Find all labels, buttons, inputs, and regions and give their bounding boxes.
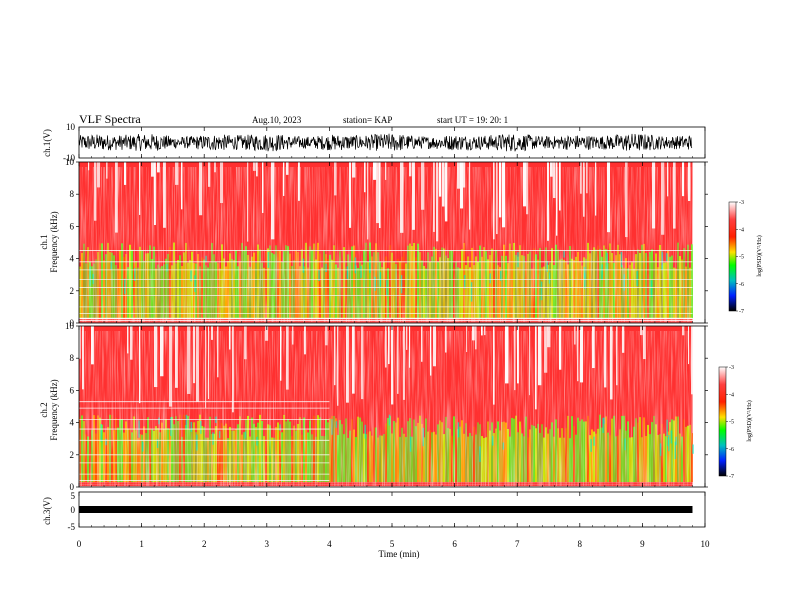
- ch1-spectrogram-panel: 0 2 4 6 8 10 ch.1 Frequency (kHz): [39, 157, 708, 328]
- colorbar-tick-label: -4: [739, 227, 744, 233]
- start-time-label: start UT = 19: 20: 1: [437, 115, 508, 125]
- ch3-waveform-trace: [79, 506, 693, 513]
- figure-title: VLF Spectra: [79, 112, 141, 126]
- x-tick-label: 8: [578, 539, 583, 549]
- ch1-colorbar: -3 -4 -5 -6 -7 log(PSD)(V²/Hz): [728, 200, 763, 315]
- x-tick-label: 6: [452, 539, 457, 549]
- x-tick-label: 10: [701, 539, 711, 549]
- ch2-colorbar-label: log(PSD)(V²/Hz): [746, 400, 753, 441]
- spec-ytick-label: 10: [65, 157, 75, 167]
- ch2-spec-ylabel-freq: Frequency (kHz): [49, 379, 59, 440]
- ch2-colorbar: -3 -4 -5 -6 -7 log(PSD)(V²/Hz): [718, 365, 753, 480]
- colorbar-tick-label: -7: [739, 309, 744, 315]
- colorbar-tick-label: -6: [729, 447, 734, 453]
- spec-ytick-label: 2: [70, 450, 75, 460]
- ch1-colorbar-ticks: -3 -4 -5 -6 -7: [736, 200, 744, 315]
- x-tick-label: 3: [265, 539, 270, 549]
- ch3-wave-ylabel: ch.3(V): [42, 497, 52, 525]
- spec-ytick-label: 6: [70, 221, 75, 231]
- ch1-ytick-top: 10: [66, 122, 76, 132]
- x-tick-label: 0: [77, 539, 82, 549]
- spec-ytick-label: 0: [70, 482, 75, 492]
- ch1-ytick-bottom: -10: [63, 153, 75, 163]
- ch3-ytick-bottom: -5: [68, 522, 76, 532]
- colorbar-tick-label: -6: [739, 282, 744, 288]
- station-label: station= KAP: [343, 115, 392, 125]
- ch3-ytick-mid: 0: [71, 505, 76, 515]
- ch3-ytick-top: 5: [71, 491, 76, 501]
- colorbar-tick-label: -5: [729, 420, 734, 426]
- spec-ytick-label: 0: [70, 318, 75, 328]
- colorbar-tick-label: -7: [729, 474, 734, 480]
- spec-ytick-label: 6: [70, 385, 75, 395]
- time-axis-ticks: 0 1 2 3 4 5 6 7 8 9 10: [77, 127, 710, 549]
- spec-ytick-label: 10: [65, 321, 75, 331]
- colorbar-tick-label: -5: [739, 255, 744, 261]
- spec-ytick-label: 4: [70, 418, 75, 428]
- x-tick-label: 7: [515, 539, 520, 549]
- ch2-spectrogram-panel: 0 2 4 6 8 10 ch.2 Frequency (kHz): [39, 321, 708, 492]
- ch1-waveform-trace: [78, 133, 693, 152]
- colorbar-tick-label: -4: [729, 392, 734, 398]
- ch1-spec-ylabel-ch: ch.1: [39, 234, 49, 249]
- x-tick-label: 2: [202, 539, 207, 549]
- colorbar-tick-label: -3: [739, 200, 744, 206]
- colorbar-tick-label: -3: [729, 365, 734, 371]
- x-tick-label: 5: [390, 539, 395, 549]
- ch1-wave-ylabel: ch.1(V): [42, 129, 52, 157]
- x-tick-label: 1: [139, 539, 144, 549]
- ch2-colorbar-ticks: -3 -4 -5 -6 -7: [726, 365, 734, 480]
- ch1-spec-ylabel-freq: Frequency (kHz): [49, 211, 59, 272]
- spec-ytick-label: 4: [70, 254, 75, 264]
- ch2-spec-yticks: 0 2 4 6 8 10: [65, 321, 708, 492]
- ch1-waveform-panel: 10 -10 ch.1(V): [42, 122, 706, 163]
- spec-ytick-label: 2: [70, 286, 75, 296]
- spec-ytick-label: 8: [70, 353, 75, 363]
- x-tick-label: 9: [640, 539, 645, 549]
- ch1-colorbar-label: log(PSD)(V²/Hz): [756, 235, 763, 276]
- ch2-spec-ylabel-ch: ch.2: [39, 402, 49, 417]
- time-axis-label: Time (min): [379, 549, 420, 559]
- x-tick-label: 4: [327, 539, 332, 549]
- date-label: Aug.10, 2023: [252, 115, 302, 125]
- ch1-spec-yticks: 0 2 4 6 8 10: [65, 157, 708, 328]
- spec-ytick-label: 8: [70, 189, 75, 199]
